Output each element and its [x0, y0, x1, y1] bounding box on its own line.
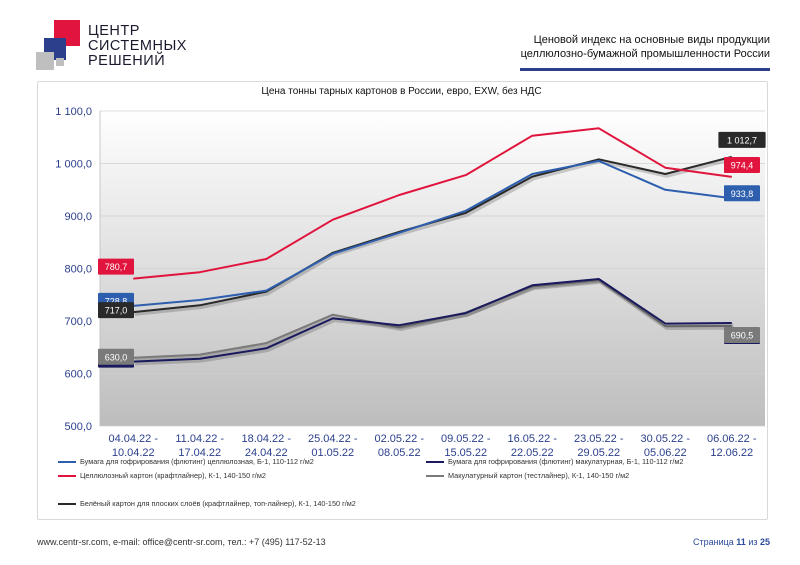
x-tick-label: 30.05.22 - — [640, 433, 690, 445]
end-value-label: 974,4 — [731, 160, 754, 170]
y-tick-label: 1 100,0 — [55, 106, 92, 118]
x-tick-label: 08.05.22 — [378, 447, 421, 459]
x-tick-label: 24.04.22 — [245, 447, 288, 459]
start-value-label-box — [98, 348, 134, 365]
y-tick-label: 700,0 — [64, 316, 92, 328]
legend-item: Бумага для гофрирования (флютинг) макула… — [426, 457, 683, 466]
y-tick-label: 600,0 — [64, 369, 92, 381]
x-tick-label: 17.04.22 — [178, 447, 221, 459]
chart-title: Цена тонны тарных картонов в России, евр… — [261, 86, 542, 97]
x-tick-label: 25.04.22 - — [308, 433, 358, 445]
x-tick-label: 18.04.22 - — [241, 433, 291, 445]
end-value-label-box — [718, 131, 766, 148]
x-tick-label: 12.06.22 — [710, 447, 753, 459]
legend-label: Макулатурный картон (тестлайнер), К-1, 1… — [448, 471, 630, 480]
x-tick-label: 02.05.22 - — [374, 433, 424, 445]
legend-swatch — [58, 474, 76, 477]
end-value-label-box — [724, 185, 760, 202]
y-tick-label: 900,0 — [64, 211, 92, 223]
legend-label: Целлюлозный картон (крафтлайнер), К-1, 1… — [80, 471, 266, 480]
y-tick-label: 1 000,0 — [55, 159, 92, 171]
start-value-label-box — [98, 258, 134, 275]
header-rule — [520, 68, 770, 71]
x-tick-label: 16.05.22 - — [507, 433, 557, 445]
x-tick-label: 09.05.22 - — [441, 433, 491, 445]
logo-line-3: РЕШЕНИЙ — [88, 53, 166, 69]
legend-swatch — [58, 460, 76, 463]
legend-label: Белёный картон для плоских слоёв (крафтл… — [80, 499, 356, 508]
x-tick-label: 01.05.22 — [311, 447, 354, 459]
legend-swatch — [426, 474, 444, 477]
logo-line-1: ЦЕНТР — [88, 23, 140, 39]
page-separator: из — [748, 537, 758, 547]
legend-swatch — [58, 502, 76, 505]
x-tick-label: 23.05.22 - — [574, 433, 624, 445]
end-value-label: 933,8 — [731, 189, 754, 199]
x-tick-label: 11.04.22 - — [175, 433, 224, 445]
end-value-label: 690,5 — [731, 330, 754, 340]
y-tick-label: 800,0 — [64, 264, 92, 276]
footer-contacts: www.centr-sr.com, e-mail: office@centr-s… — [37, 537, 326, 547]
legend-item: Белёный картон для плоских слоёв (крафтл… — [58, 499, 356, 508]
logo-squares-icon — [36, 20, 82, 70]
page-current: 11 — [736, 537, 746, 547]
legend-swatch — [426, 460, 444, 463]
series-line — [133, 127, 732, 280]
series-line — [133, 159, 732, 307]
y-tick-label: 500,0 — [64, 421, 92, 433]
x-tick-label: 05.06.22 — [644, 447, 687, 459]
x-tick-label: 10.04.22 — [112, 447, 155, 459]
start-value-label: 717,0 — [105, 306, 128, 316]
end-value-label-box — [724, 156, 760, 173]
x-tick-label: 29.05.22 — [577, 447, 620, 459]
end-value-label-box — [724, 326, 760, 343]
start-value-label-box — [98, 302, 134, 319]
start-value-label: 630,0 — [105, 352, 128, 362]
footer-page-number: Страница 11 из 25 — [693, 537, 770, 547]
legend-item: Целлюлозный картон (крафтлайнер), К-1, 1… — [58, 471, 266, 480]
logo-line-2: СИСТЕМНЫХ — [88, 38, 187, 54]
series-shadow — [134, 157, 734, 316]
legend-item: Макулатурный картон (тестлайнер), К-1, 1… — [426, 471, 629, 480]
logo-text: ЦЕНТР СИСТЕМНЫХ РЕШЕНИЙ — [88, 24, 187, 69]
legend-label: Бумага для гофрирования (флютинг) целлюл… — [80, 457, 314, 466]
legend-item: Бумага для гофрирования (флютинг) целлюл… — [58, 457, 314, 466]
end-value-label: 1 012,7 — [727, 135, 757, 145]
header-title: Ценовой индекс на основные виды продукци… — [470, 33, 770, 61]
legend-label: Бумага для гофрирования (флютинг) макула… — [448, 457, 684, 466]
header-title-line-2: целлюлозно-бумажной промышленности Росси… — [520, 48, 770, 60]
x-tick-label: 15.05.22 — [444, 447, 487, 459]
x-tick-label: 06.06.22 - — [707, 433, 757, 445]
x-tick-label: 22.05.22 — [511, 447, 554, 459]
start-value-label: 780,7 — [105, 262, 128, 272]
series-line — [133, 278, 732, 363]
x-tick-label: 04.04.22 - — [108, 433, 158, 445]
start-value-label: 728,8 — [105, 296, 128, 306]
header-title-line-1: Ценовой индекс на основные виды продукци… — [533, 34, 770, 46]
chart-frame — [37, 81, 768, 520]
page-prefix: Страница — [692, 537, 734, 547]
page-total: 25 — [759, 537, 770, 547]
